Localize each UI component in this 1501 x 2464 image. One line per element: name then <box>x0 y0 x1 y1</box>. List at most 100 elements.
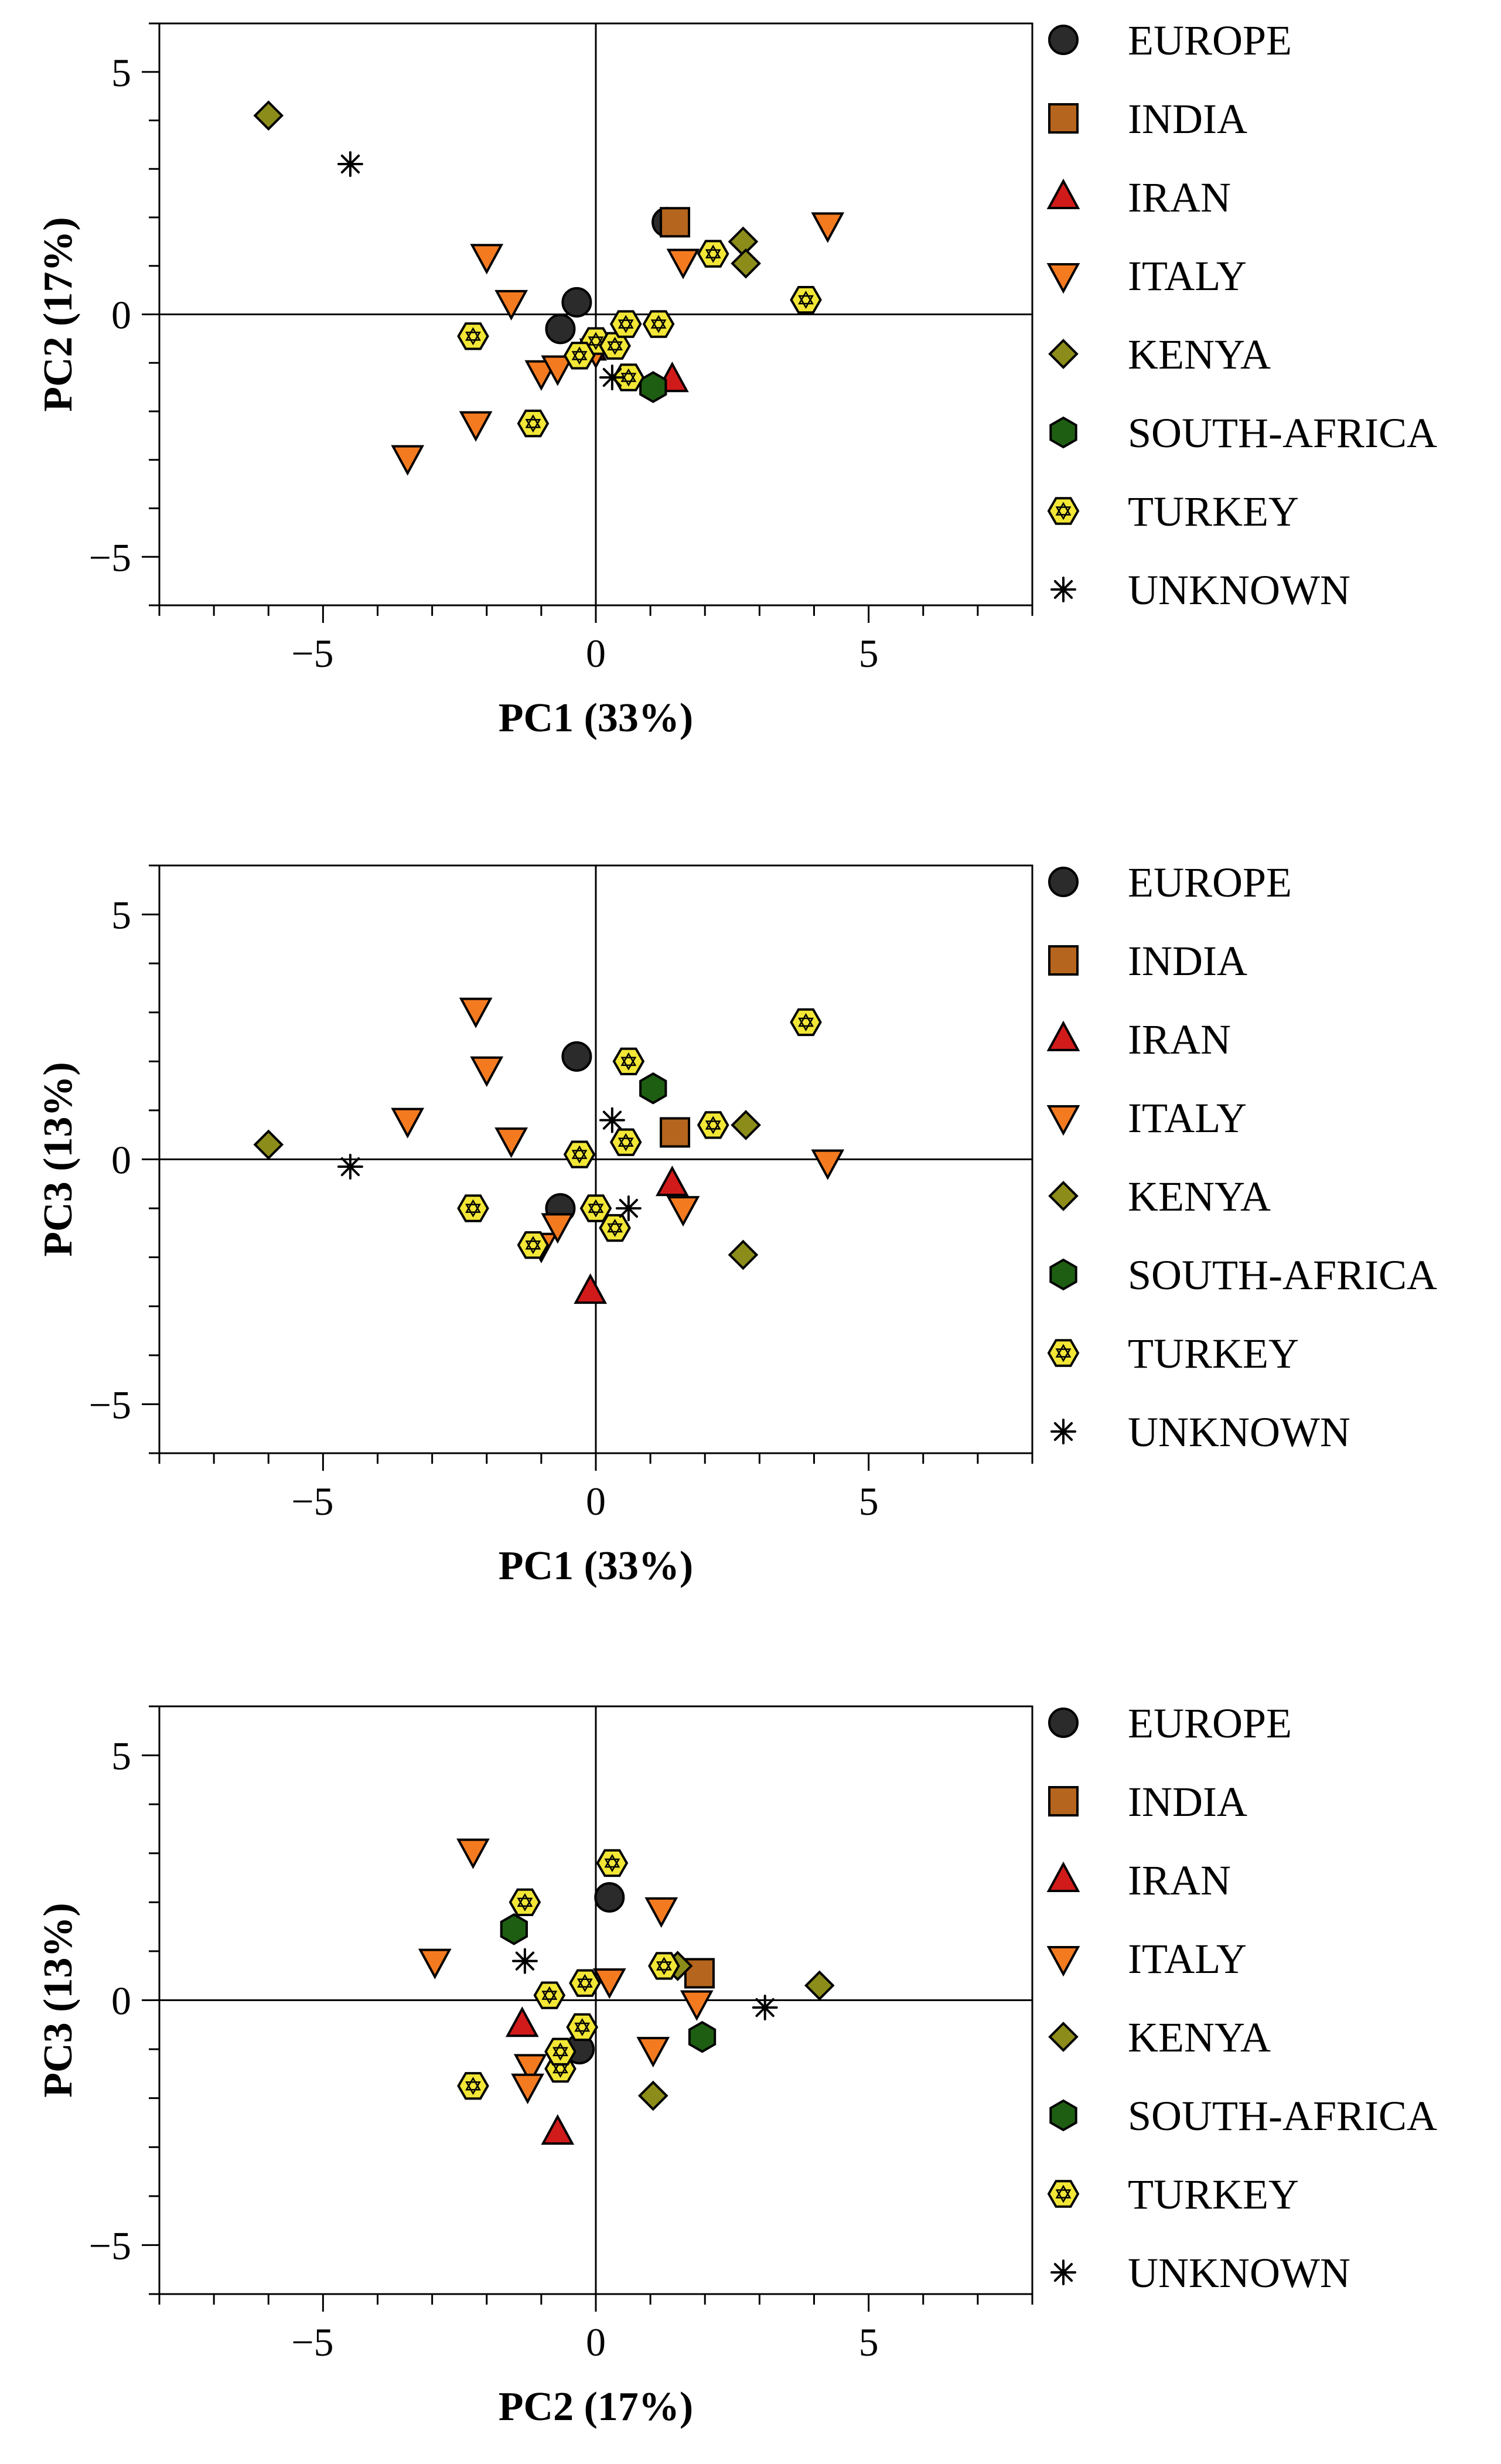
data-point-italy <box>456 1838 490 1869</box>
data-point-india <box>660 1117 691 1148</box>
legend-item-india: INDIA <box>1048 1778 1247 1825</box>
x-tick-label: 0 <box>586 631 606 676</box>
legend-marker-iran <box>1046 178 1080 209</box>
legend-label: EUROPE <box>1128 17 1292 64</box>
legend-label: UNKNOWN <box>1128 567 1350 614</box>
legend-label: INDIA <box>1128 938 1247 984</box>
y-axis-title: PC3 (13%) <box>36 1903 81 2097</box>
legend-marker-india <box>1048 1786 1079 1817</box>
data-point-india <box>660 207 691 238</box>
legend-item-kenya: KENYA <box>1048 1173 1271 1220</box>
series-kenya <box>637 1951 835 2111</box>
legend-marker-iran <box>1046 1861 1080 1892</box>
x-axis-title: PC1 (33%) <box>499 1543 693 1589</box>
legend-label: IRAN <box>1128 1016 1231 1063</box>
legend-label: KENYA <box>1128 331 1271 378</box>
data-point-turkey <box>566 2013 599 2042</box>
series-turkey <box>457 1008 822 1259</box>
legend-label: UNKNOWN <box>1128 1409 1350 1456</box>
chart-pc1-pc3: −5 0 5 −5 0 5 PC1 (33%) PC3 (13%) EUROPE INDIA IRA… <box>36 859 1437 1589</box>
data-point-unknown <box>511 1948 538 1974</box>
x-axis-title: PC2 (17%) <box>499 2384 693 2429</box>
legend-label: EUROPE <box>1128 859 1292 906</box>
y-tick-label: 5 <box>111 893 131 938</box>
legend-label: SOUTH-AFRICA <box>1128 410 1437 456</box>
data-point-turkey <box>563 1140 596 1168</box>
legend-label: ITALY <box>1128 253 1247 299</box>
series-india <box>660 1117 691 1148</box>
legend-item-iran: IRAN <box>1046 174 1231 221</box>
legend-label: TURKEY <box>1128 488 1299 535</box>
legend-item-kenya: KENYA <box>1048 331 1271 378</box>
data-point-kenya <box>731 248 761 279</box>
legend-label: KENYA <box>1128 2014 1271 2061</box>
legend-marker-south-africa <box>1049 416 1077 449</box>
data-point-turkey <box>612 1047 645 1075</box>
data-point-italy <box>511 2073 544 2104</box>
legend-item-south-africa: SOUTH-AFRICA <box>1049 1252 1437 1299</box>
data-point-kenya <box>731 1110 761 1140</box>
y-tick-label: 0 <box>111 1138 131 1182</box>
legend-label: SOUTH-AFRICA <box>1128 2092 1437 2139</box>
data-point-unknown <box>599 1107 625 1133</box>
data-point-turkey <box>790 286 822 314</box>
data-point-europe <box>561 1041 592 1072</box>
legend-label: KENYA <box>1128 1173 1271 1220</box>
legend: EUROPE INDIA IRAN ITALY KENYA SOUTH-AFRICA TUR… <box>1046 17 1437 614</box>
x-tick-label: 0 <box>586 1479 606 1524</box>
data-point-unknown <box>337 151 363 177</box>
legend-marker-iran <box>1046 1020 1080 1051</box>
data-point-italy <box>391 1107 425 1139</box>
legend-marker-italy <box>1046 263 1080 294</box>
series-unknown <box>337 1107 642 1222</box>
legend-marker-south-africa <box>1049 2099 1077 2132</box>
chart-pc1-pc2: −5 0 5 −5 0 5 PC1 (33%) PC2 (17%) EUROPE INDIA IRA… <box>36 17 1437 741</box>
data-point-italy <box>680 1990 714 2021</box>
legend-item-europe: EUROPE <box>1048 859 1292 906</box>
legend-item-italy: ITALY <box>1046 1095 1247 1141</box>
series-iran <box>505 2006 575 2145</box>
data-point-turkey <box>599 332 631 360</box>
data-point-europe <box>561 287 592 318</box>
legend-item-unknown: UNKNOWN <box>1050 567 1350 614</box>
legend: EUROPE INDIA IRAN ITALY KENYA SOUTH-AFRICA TUR… <box>1046 859 1437 1456</box>
legend-marker-kenya <box>1048 339 1079 369</box>
y-tick-label: −5 <box>89 1382 131 1427</box>
data-point-kenya <box>253 1129 284 1160</box>
data-point-south-africa <box>639 1072 667 1105</box>
data-point-turkey <box>790 1008 822 1037</box>
data-point-turkey <box>599 1214 631 1242</box>
y-tick-label: 0 <box>111 293 131 338</box>
legend-marker-india <box>1048 945 1079 976</box>
data-points <box>418 1838 835 2145</box>
legend-item-south-africa: SOUTH-AFRICA <box>1049 410 1437 456</box>
data-point-italy <box>391 445 425 476</box>
series-india <box>660 207 691 238</box>
x-tick-label: −5 <box>291 631 333 676</box>
data-point-italy <box>541 355 575 386</box>
y-tick-label: 5 <box>111 1734 131 1778</box>
data-point-italy <box>541 1213 575 1244</box>
legend-item-iran: IRAN <box>1046 1016 1231 1063</box>
data-point-italy <box>459 411 493 442</box>
legend-marker-unknown <box>1050 577 1076 602</box>
data-point-south-africa <box>500 1913 528 1945</box>
legend-item-unknown: UNKNOWN <box>1050 1409 1350 1456</box>
y-tick-label: −5 <box>89 535 131 580</box>
data-point-iran <box>541 2114 575 2145</box>
legend-marker-europe <box>1048 1708 1079 1738</box>
data-point-europe <box>545 313 576 345</box>
legend-marker-unknown <box>1050 1419 1076 1444</box>
data-point-turkey <box>563 342 596 370</box>
legend-item-kenya: KENYA <box>1048 2014 1271 2061</box>
data-point-turkey <box>697 240 729 268</box>
series-unknown <box>511 1948 778 2020</box>
legend-item-south-africa: SOUTH-AFRICA <box>1049 2092 1437 2139</box>
legend-label: ITALY <box>1128 1935 1247 1982</box>
data-point-italy <box>636 2037 670 2068</box>
series-turkey <box>457 1849 680 2100</box>
data-point-italy <box>811 1149 845 1180</box>
legend-marker-turkey <box>1047 1339 1080 1367</box>
data-point-turkey <box>596 1849 629 1877</box>
